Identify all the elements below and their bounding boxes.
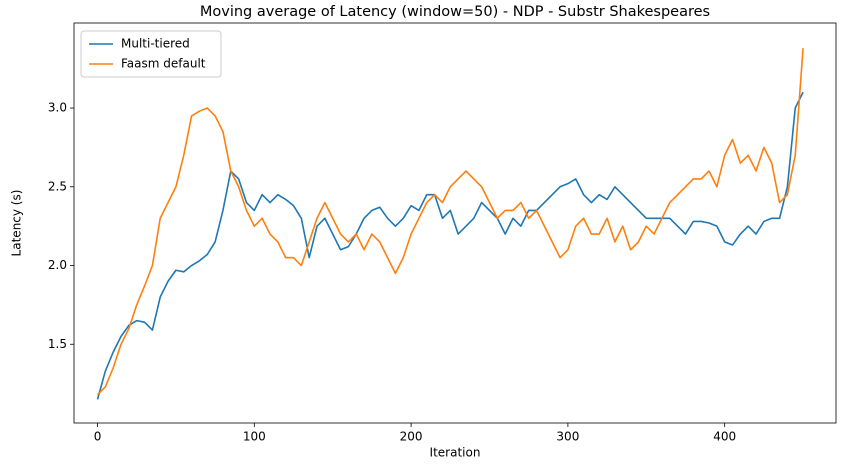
plot-frame [73,22,837,424]
legend: Multi-tiered Faasm default [80,30,222,78]
chart-title: Moving average of Latency (window=50) - … [200,4,710,20]
x-tick-label: 400 [713,430,736,444]
x-axis-label: Iteration [430,446,481,460]
series-line [96,48,804,396]
y-tick-label: 2.5 [48,179,67,193]
legend-label: Faasm default [121,57,206,71]
legend-label: Multi-tiered [121,37,190,51]
y-axis-label: Latency (s) [10,190,24,257]
x-tick-label: 300 [556,430,579,444]
y-tick-label: 2.0 [48,258,67,272]
legend-box [80,30,222,78]
x-tick-label: 200 [400,430,423,444]
series-line [96,91,804,400]
x-tick-label: 100 [243,430,266,444]
y-tick-label: 1.5 [48,337,67,351]
y-tick-label: 3.0 [48,101,67,115]
x-tick-label: 0 [94,430,102,444]
